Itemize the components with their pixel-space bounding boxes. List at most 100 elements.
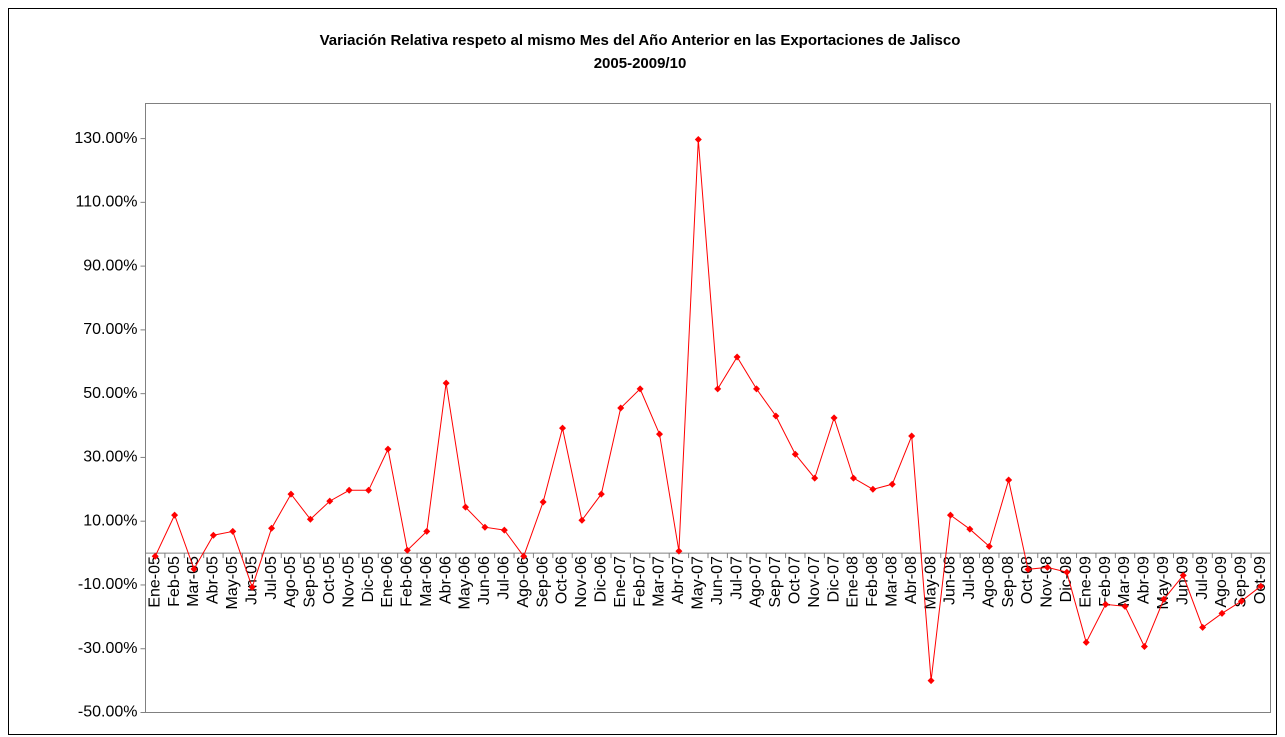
data-marker — [656, 430, 664, 438]
x-tick-label: Feb-06 — [399, 556, 416, 607]
y-tick-label: -30.00% — [78, 640, 138, 657]
data-marker — [171, 511, 179, 519]
data-marker — [287, 490, 295, 498]
data-marker — [830, 414, 838, 422]
x-tick-label: Feb-08 — [864, 556, 881, 607]
x-tick-label: Jul-08 — [961, 556, 978, 600]
data-marker — [539, 498, 547, 506]
data-marker — [714, 385, 722, 393]
x-tick-label: Oct-07 — [787, 556, 804, 604]
x-tick-label: Jul-07 — [728, 556, 745, 600]
y-tick-label: 50.00% — [83, 385, 137, 402]
x-tick-label: Dic-07 — [825, 556, 842, 602]
x-tick-label: Jun-06 — [476, 556, 493, 605]
x-tick-label: Oct-09 — [1252, 556, 1269, 604]
x-tick-label: Sep-08 — [1000, 556, 1017, 608]
data-marker — [190, 565, 198, 573]
data-marker — [1005, 476, 1013, 484]
x-tick-label: Ago-07 — [748, 556, 765, 608]
x-tick-label: May-06 — [457, 556, 474, 609]
data-marker — [617, 404, 625, 412]
x-tick-label: Nov-08 — [1039, 556, 1056, 608]
x-tick-label: May-07 — [690, 556, 707, 609]
x-tick-label: Abr-08 — [903, 556, 920, 604]
x-tick-label: Feb-05 — [166, 556, 183, 607]
data-marker — [365, 486, 373, 494]
x-tick-label: Mar-05 — [185, 556, 202, 607]
data-marker — [1199, 623, 1207, 631]
data-marker — [888, 480, 896, 488]
data-marker — [946, 511, 954, 519]
data-marker — [752, 385, 760, 393]
data-marker — [151, 552, 159, 560]
data-marker — [578, 516, 586, 524]
data-marker — [462, 503, 470, 511]
x-tick-label: Feb-09 — [1097, 556, 1114, 607]
y-tick-label: -50.00% — [78, 704, 138, 721]
data-marker — [1160, 595, 1168, 603]
y-tick-label: 110.00% — [76, 194, 138, 211]
data-marker — [1218, 609, 1226, 617]
x-tick-label: Ago-05 — [282, 556, 299, 608]
data-marker — [306, 515, 314, 523]
data-marker — [345, 486, 353, 494]
x-tick-label: Abr-06 — [437, 556, 454, 604]
x-tick-label: Abr-05 — [205, 556, 222, 604]
x-tick-label: Sep-09 — [1233, 556, 1250, 608]
data-marker — [1043, 563, 1051, 571]
data-marker — [1179, 571, 1187, 579]
data-marker — [248, 583, 256, 591]
x-tick-label: Sep-06 — [534, 556, 551, 608]
x-tick-label: Dic-06 — [593, 556, 610, 602]
x-tick-label: Nov-05 — [340, 556, 357, 608]
x-tick-label: Nov-06 — [573, 556, 590, 608]
data-marker — [1121, 602, 1129, 610]
plot-area — [145, 103, 1271, 713]
x-tick-label: Mar-07 — [651, 556, 668, 607]
x-tick-label: Oct-08 — [1019, 556, 1036, 604]
data-marker — [1063, 568, 1071, 576]
chart-subtitle: 2005-2009/10 — [594, 55, 687, 72]
x-tick-label: Sep-05 — [302, 556, 319, 608]
x-tick-label: Dic-08 — [1058, 556, 1075, 602]
y-tick-label: 70.00% — [83, 321, 137, 338]
data-marker — [403, 546, 411, 554]
data-marker — [597, 490, 605, 498]
data-marker — [1257, 582, 1265, 590]
x-tick-label: Jul-06 — [496, 556, 513, 600]
data-marker — [559, 424, 567, 432]
data-marker — [636, 385, 644, 393]
x-tick-label: Abr-09 — [1136, 556, 1153, 604]
x-tick-label: Jun-09 — [1174, 556, 1191, 605]
x-tick-label: Ene-09 — [1077, 556, 1094, 608]
x-tick-label: Mar-09 — [1116, 556, 1133, 607]
data-marker — [481, 523, 489, 531]
data-marker — [772, 412, 780, 420]
y-tick-label: -10.00% — [78, 576, 138, 593]
y-tick-label: 90.00% — [83, 257, 137, 274]
data-marker — [229, 527, 237, 535]
x-tick-label: Abr-07 — [670, 556, 687, 604]
x-tick-label: Nov-07 — [806, 556, 823, 608]
data-marker — [694, 136, 702, 144]
x-tick-label: May-05 — [224, 556, 241, 609]
data-marker — [500, 526, 508, 534]
data-marker — [1024, 565, 1032, 573]
data-marker — [423, 527, 431, 535]
data-marker — [209, 531, 217, 539]
data-marker — [675, 547, 683, 555]
x-tick-label: Ene-08 — [845, 556, 862, 608]
data-marker — [520, 552, 528, 560]
x-tick-label: Oct-06 — [554, 556, 571, 604]
x-tick-label: Jul-09 — [1194, 556, 1211, 600]
data-marker — [1237, 597, 1245, 605]
data-marker — [985, 542, 993, 550]
x-tick-label: Ago-09 — [1213, 556, 1230, 608]
data-marker — [908, 432, 916, 440]
x-tick-label: Sep-07 — [767, 556, 784, 608]
x-tick-label: Mar-06 — [418, 556, 435, 607]
data-marker — [966, 525, 974, 533]
data-marker — [869, 485, 877, 493]
data-marker — [1082, 638, 1090, 646]
